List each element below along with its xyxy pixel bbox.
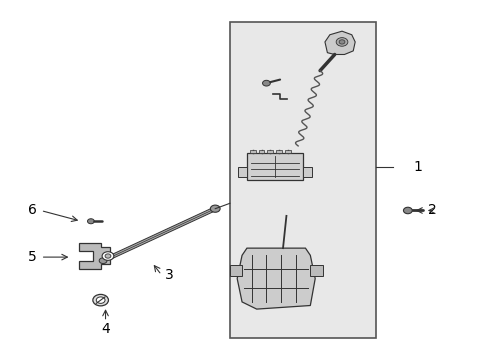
Bar xyxy=(238,167,246,177)
Circle shape xyxy=(338,40,344,44)
Circle shape xyxy=(105,254,111,258)
Bar xyxy=(276,150,282,153)
Circle shape xyxy=(96,297,105,303)
Bar xyxy=(258,150,264,153)
Circle shape xyxy=(403,207,411,214)
Circle shape xyxy=(262,80,270,86)
Polygon shape xyxy=(325,31,354,54)
Bar xyxy=(303,167,311,177)
Bar xyxy=(267,150,273,153)
Polygon shape xyxy=(237,248,315,309)
Bar xyxy=(229,265,242,275)
Text: 1: 1 xyxy=(412,161,421,175)
Circle shape xyxy=(335,38,347,46)
FancyBboxPatch shape xyxy=(246,153,303,180)
Bar xyxy=(229,22,375,338)
Bar xyxy=(310,265,322,275)
Circle shape xyxy=(93,294,108,306)
Text: 6: 6 xyxy=(28,203,37,217)
Text: 2: 2 xyxy=(427,203,436,217)
Text: 4: 4 xyxy=(101,322,110,336)
Text: 3: 3 xyxy=(164,268,173,282)
Bar xyxy=(249,150,255,153)
Polygon shape xyxy=(102,207,216,262)
Circle shape xyxy=(87,219,94,224)
Circle shape xyxy=(99,258,107,264)
Circle shape xyxy=(102,252,114,260)
Bar xyxy=(285,150,290,153)
Circle shape xyxy=(210,205,220,212)
Polygon shape xyxy=(79,243,110,269)
Text: 5: 5 xyxy=(28,250,37,264)
